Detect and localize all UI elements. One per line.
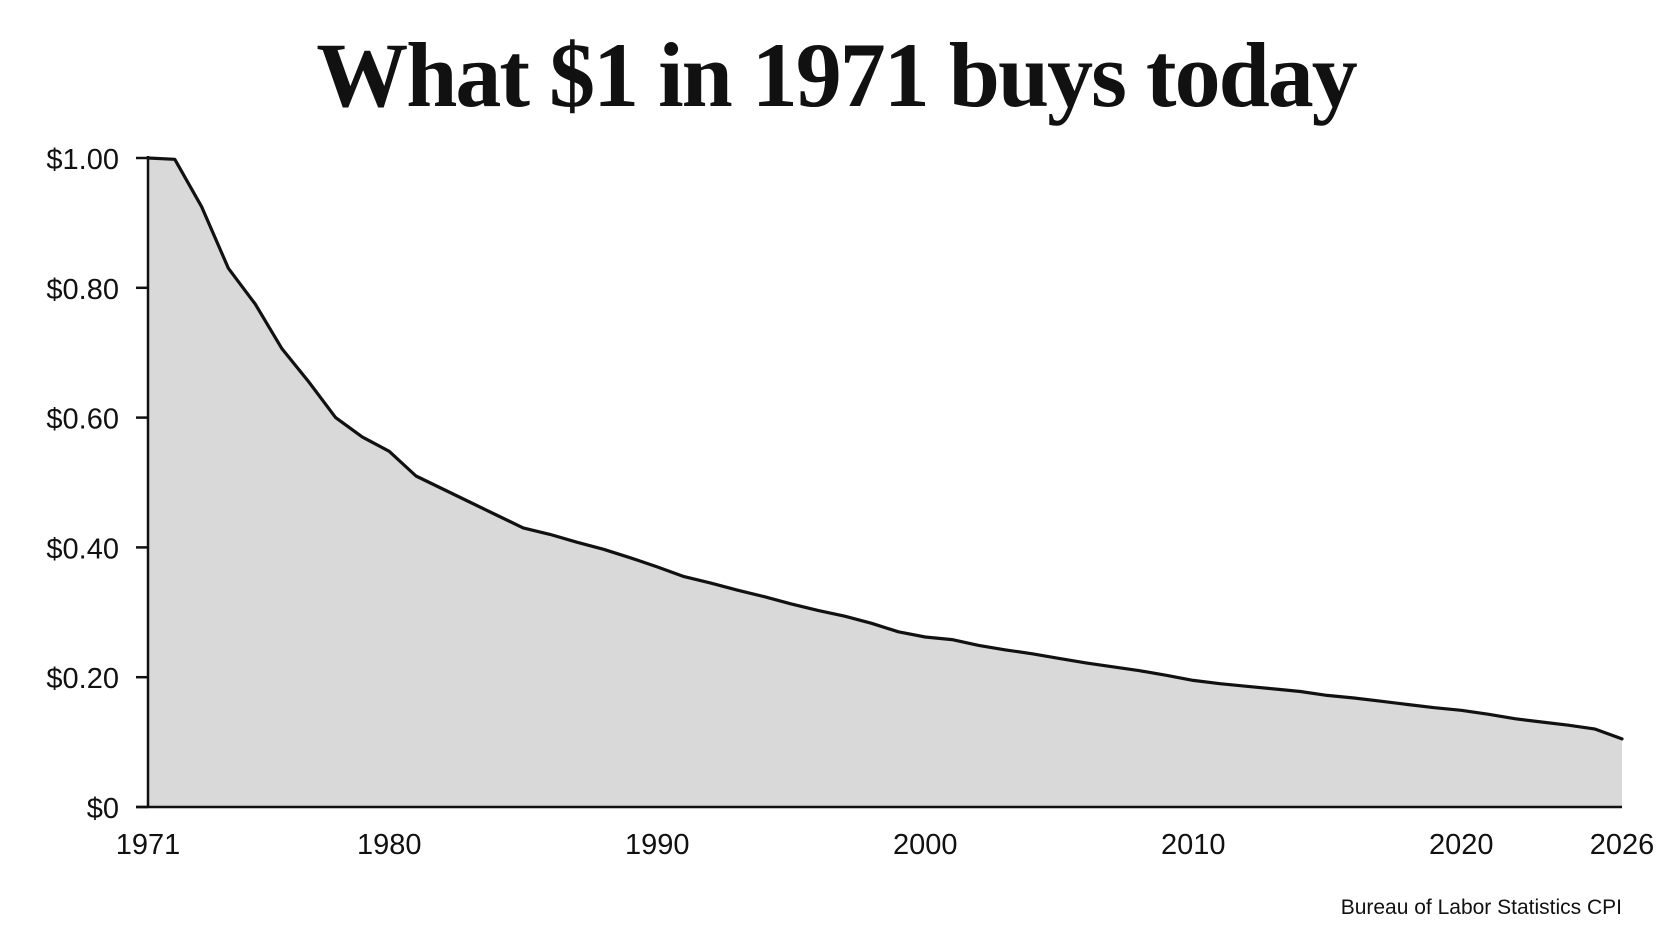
- data-point: [1058, 657, 1060, 659]
- data-point: [549, 533, 551, 535]
- data-point: [1192, 679, 1194, 681]
- data-point: [1594, 728, 1596, 730]
- y-tick-label: $0.80: [46, 274, 119, 306]
- data-point: [308, 381, 310, 383]
- series-line: [146, 156, 1624, 741]
- data-point: [254, 303, 256, 305]
- data-point: [1433, 707, 1435, 709]
- data-point: [656, 566, 658, 568]
- data-point: [978, 644, 980, 646]
- data-point: [1299, 690, 1301, 692]
- data-point: [763, 596, 765, 598]
- data-point: [736, 589, 738, 591]
- data-point: [1326, 694, 1328, 696]
- data-point: [1246, 685, 1248, 687]
- area-fill: [148, 158, 1622, 807]
- x-tick-label: 2000: [893, 829, 958, 861]
- data-point: [442, 488, 444, 490]
- data-point: [602, 548, 604, 550]
- data-point: [281, 348, 283, 350]
- data-point: [1219, 683, 1221, 685]
- plot-area: $0 $0.20 $0.40 $0.60 $0.80 $1.00 1971 1980 1990 2…: [46, 144, 1654, 861]
- x-tick-label: 2020: [1429, 829, 1494, 861]
- data-point: [361, 436, 363, 438]
- x-tick-label: 1971: [116, 829, 181, 861]
- data-point: [388, 450, 390, 452]
- data-point: [576, 541, 578, 543]
- data-point: [1085, 662, 1087, 664]
- data-point: [1540, 721, 1542, 723]
- data-point: [1112, 666, 1114, 668]
- data-point: [1621, 738, 1623, 740]
- data-point: [1406, 703, 1408, 705]
- data-point: [1487, 713, 1489, 715]
- x-tick-label: 2026: [1590, 829, 1655, 861]
- y-tick-label: $0: [87, 793, 119, 825]
- data-point: [683, 575, 685, 577]
- data-point: [1004, 649, 1006, 651]
- y-tick-label: $0.40: [46, 533, 119, 565]
- data-point: [174, 158, 176, 160]
- data-point: [1031, 653, 1033, 655]
- data-point: [1514, 718, 1516, 720]
- x-tick-label: 2010: [1161, 829, 1226, 861]
- data-point: [1138, 670, 1140, 672]
- data-point: [710, 582, 712, 584]
- data-point: [522, 527, 524, 529]
- data-point: [495, 514, 497, 516]
- data-point: [1353, 697, 1355, 699]
- data-point: [817, 609, 819, 611]
- data-point: [844, 615, 846, 617]
- data-point: [1380, 700, 1382, 702]
- data-point: [1567, 724, 1569, 726]
- data-point: [200, 206, 202, 208]
- data-point: [227, 267, 229, 269]
- x-tick-label: 1990: [625, 829, 690, 861]
- y-tick-label: $0.60: [46, 404, 119, 436]
- y-tick-label: $0.20: [46, 663, 119, 695]
- data-point: [415, 475, 417, 477]
- data-point: [468, 501, 470, 503]
- data-point: [1272, 688, 1274, 690]
- data-point: [897, 631, 899, 633]
- y-tick-label: $1.00: [46, 144, 119, 176]
- data-point: [629, 557, 631, 559]
- source-note: Bureau of Labor Statistics CPI: [1341, 896, 1622, 919]
- data-point: [334, 416, 336, 418]
- chart-title: What $1 in 1971 buys today: [316, 24, 1357, 126]
- data-point: [1460, 709, 1462, 711]
- data-point: [1165, 674, 1167, 676]
- data-point: [870, 622, 872, 624]
- data-point: [951, 638, 953, 640]
- x-tick-label: 1980: [357, 829, 422, 861]
- data-point: [924, 636, 926, 638]
- data-point: [790, 603, 792, 605]
